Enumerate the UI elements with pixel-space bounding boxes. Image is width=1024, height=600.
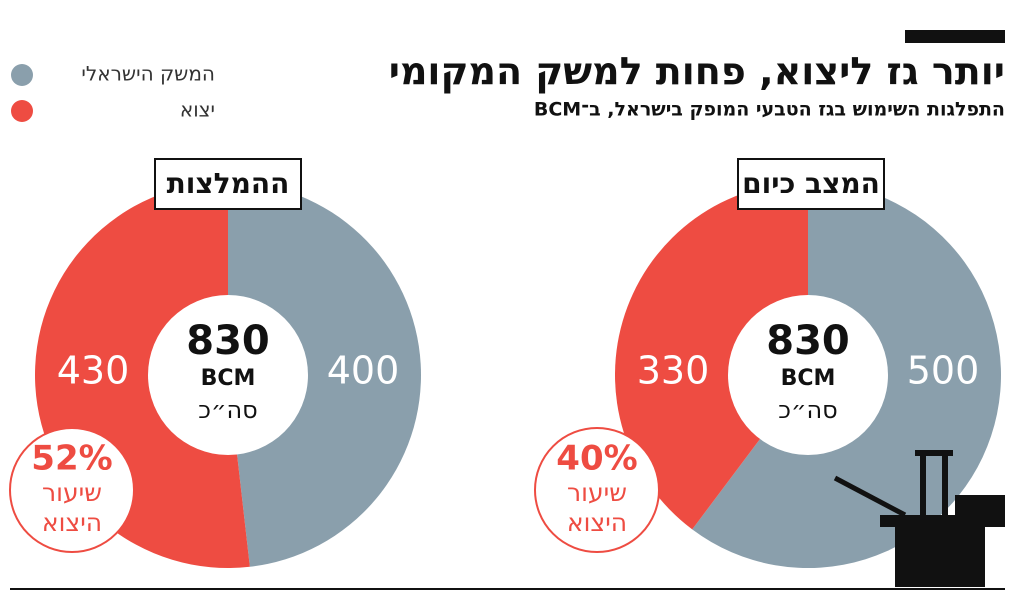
total-value: 830 bbox=[186, 318, 270, 364]
share-label: 40% bbox=[556, 439, 637, 479]
total-label: סה״כ bbox=[198, 396, 257, 424]
chart-title: ההמלצות bbox=[167, 167, 290, 200]
chart-title: המצב כיום bbox=[742, 167, 880, 200]
total-value: 830 bbox=[766, 318, 850, 364]
total-label: סה״כ bbox=[778, 396, 837, 424]
share-caption: שיעור היצוא bbox=[41, 478, 103, 537]
share-caption-box: שיעור היצוא bbox=[566, 478, 628, 537]
share-caption-box: שיעור היצוא bbox=[41, 478, 103, 537]
pie-slice bbox=[228, 182, 422, 567]
pie-slice bbox=[614, 182, 808, 530]
subtitle: התפלגות השימוש בגז הטבעי המופק בישראל, ב… bbox=[534, 99, 1005, 121]
donut-hole bbox=[148, 295, 308, 455]
donut-hole bbox=[728, 295, 888, 455]
oil-rig-icon bbox=[833, 450, 1005, 587]
slice-value-label: 330 bbox=[637, 349, 710, 393]
legend-swatch bbox=[11, 100, 33, 122]
total-unit: BCM bbox=[781, 366, 836, 391]
legend-label: יצוא bbox=[180, 98, 215, 122]
chart-title-box bbox=[154, 158, 302, 210]
slice-value-label: 430 bbox=[57, 349, 130, 393]
share-caption: שיעור היצוא bbox=[566, 478, 628, 537]
slice-value-label: 500 bbox=[907, 349, 980, 393]
chart-title-box bbox=[737, 158, 885, 210]
legend-swatch bbox=[11, 64, 33, 86]
legend-label: המשק הישראלי bbox=[81, 62, 215, 86]
total-unit: BCM bbox=[201, 366, 256, 391]
share-circle bbox=[534, 427, 660, 553]
title: יותר גז ליצוא, פחות למשק המקומי bbox=[389, 50, 1005, 94]
title-bar bbox=[905, 30, 1005, 43]
share-label: 52% bbox=[31, 439, 112, 479]
slice-value-label: 400 bbox=[327, 349, 400, 393]
share-circle bbox=[9, 427, 135, 553]
